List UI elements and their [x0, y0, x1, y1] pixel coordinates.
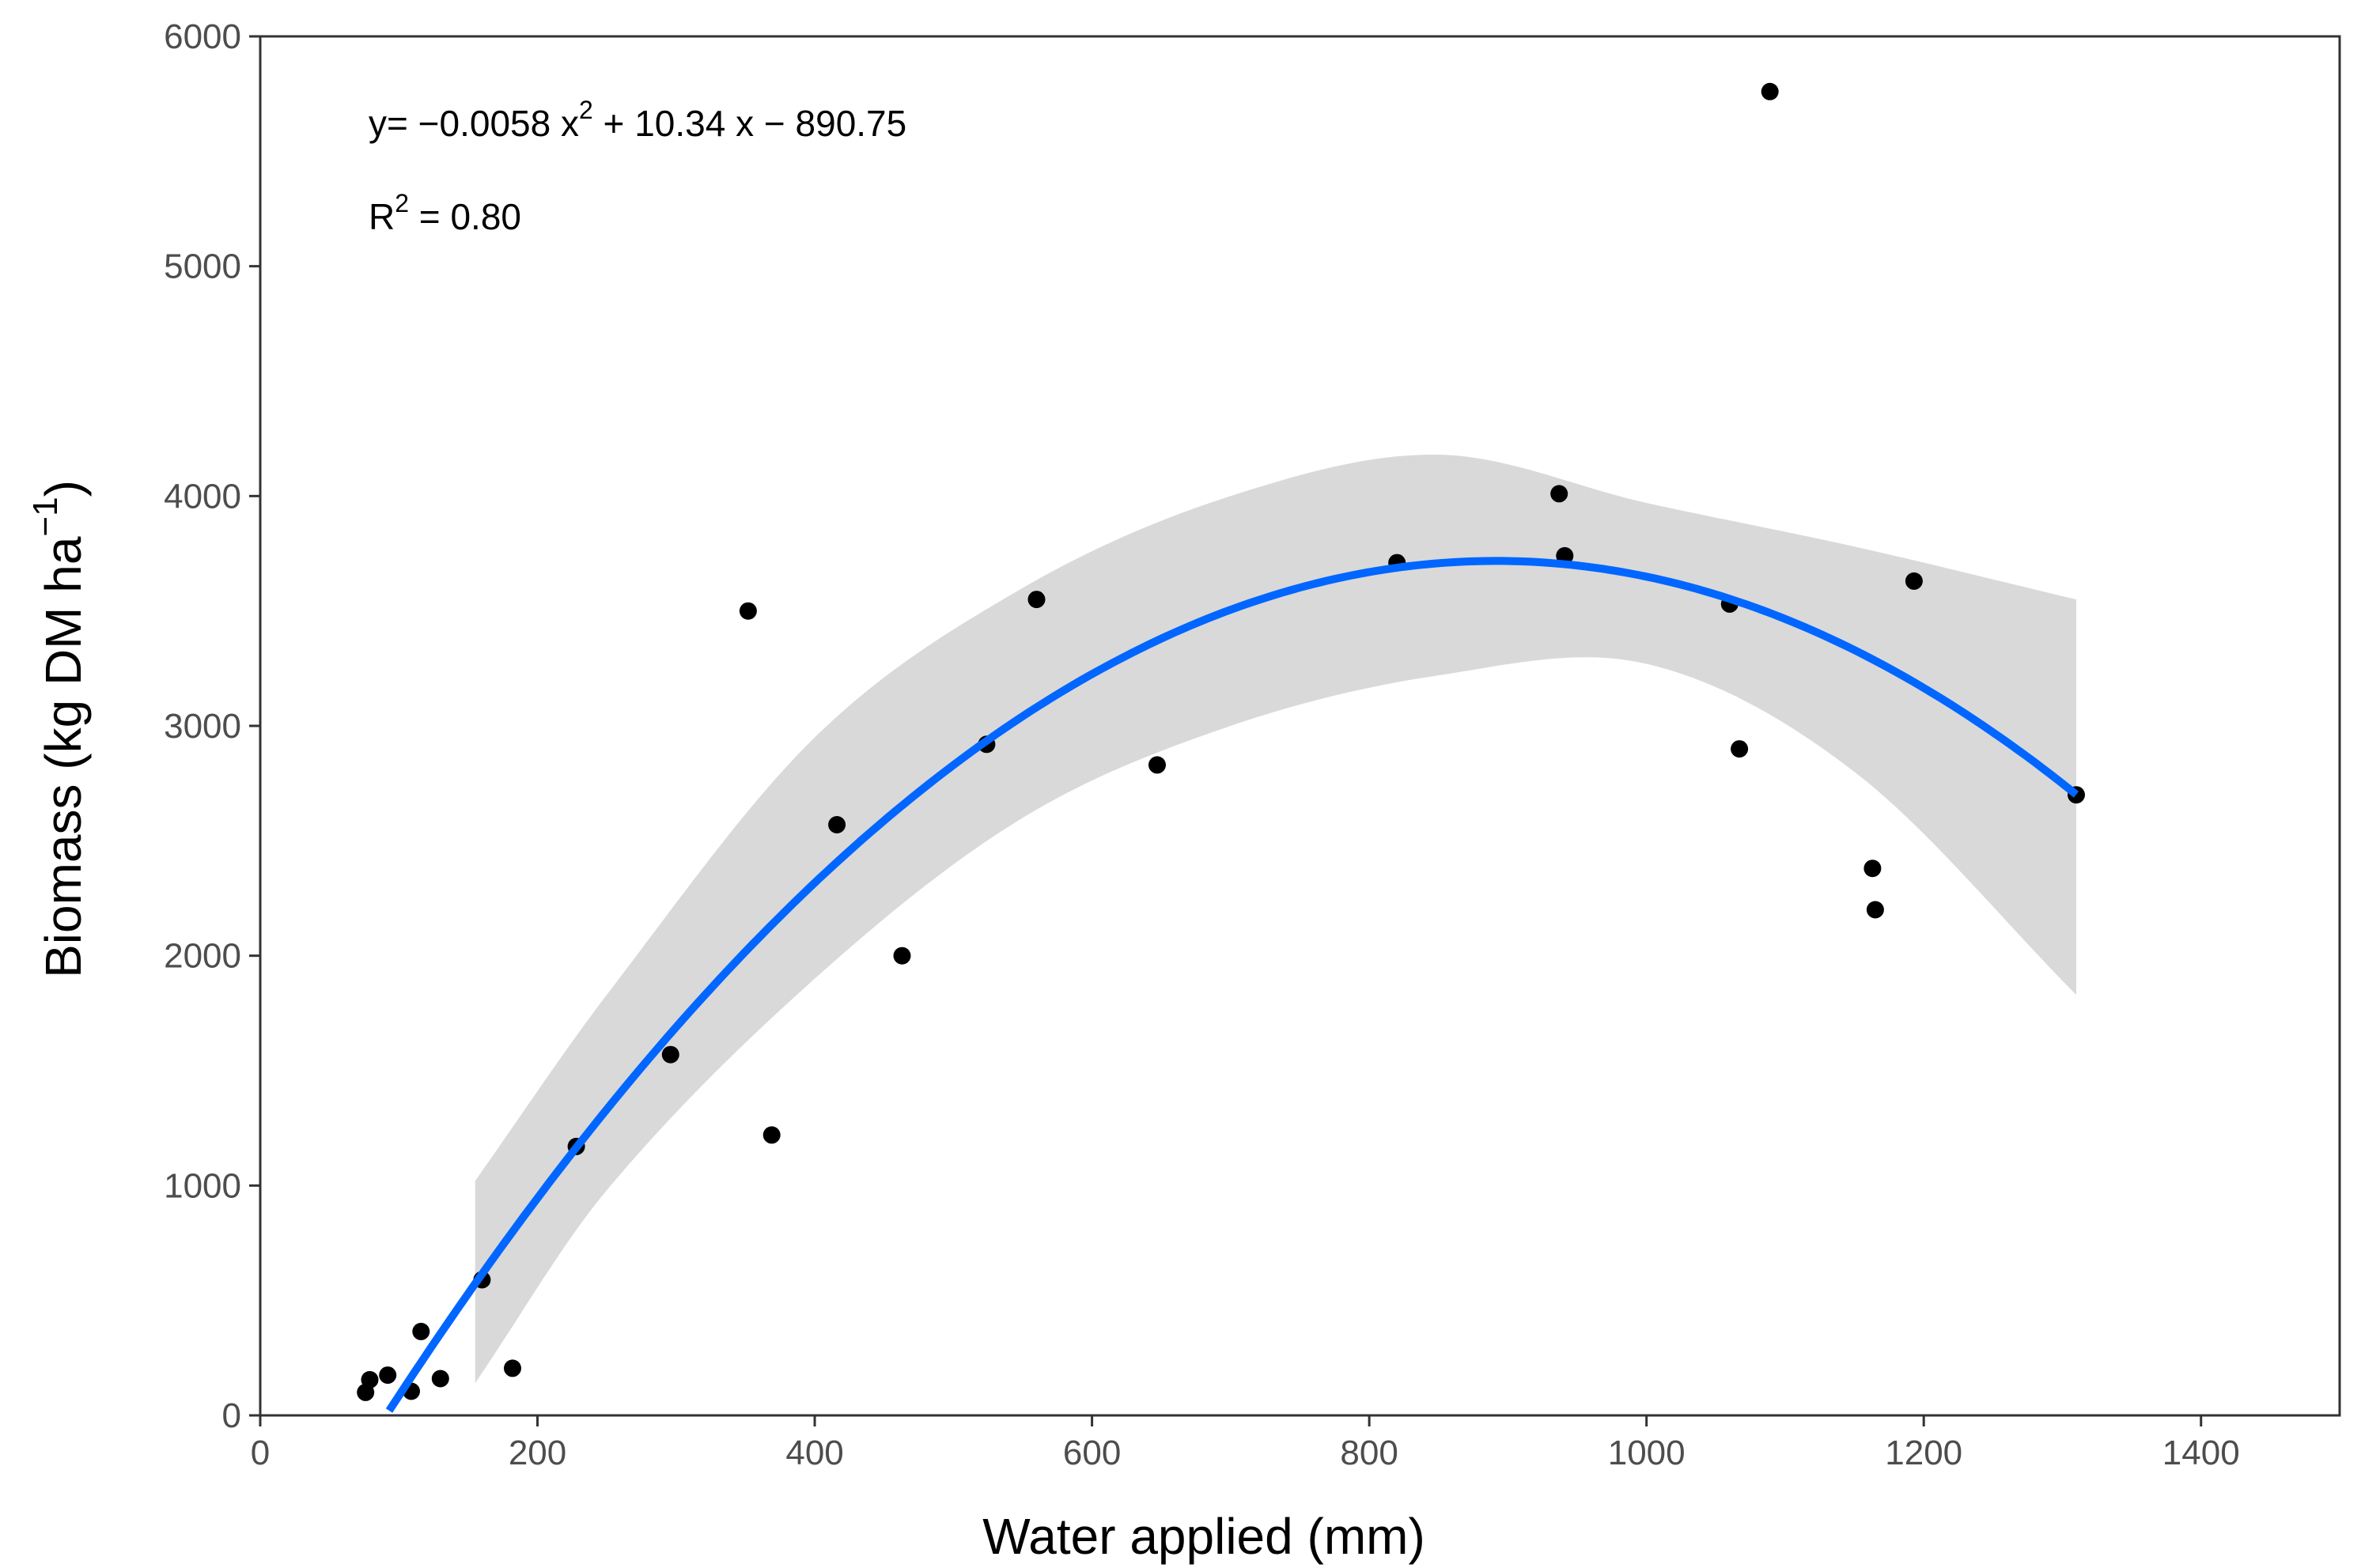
x-tick-label: 200	[509, 1434, 566, 1472]
data-point	[1550, 485, 1568, 503]
y-tick-label: 5000	[164, 247, 241, 286]
y-tick-label: 6000	[164, 17, 241, 56]
fit-curve-layer	[385, 557, 2079, 1413]
data-point	[762, 1126, 781, 1144]
data-point	[361, 1370, 379, 1389]
data-point	[828, 816, 846, 833]
x-axis: 0 200 400 600 800 1000 1200 1400	[251, 1415, 2240, 1472]
y-tick-label: 1000	[164, 1166, 241, 1205]
data-point	[1866, 901, 1884, 919]
y-axis: 0 1000 2000 3000 4000 5000 6000	[164, 17, 260, 1435]
r-squared-label: R2 = 0.80	[369, 189, 521, 237]
x-tick-label: 0	[251, 1434, 270, 1472]
y-axis-title: Biomass (kg DM ha−1)	[26, 480, 92, 978]
x-tick-label: 1000	[1608, 1434, 1686, 1472]
data-point	[1863, 860, 1882, 878]
confidence-band-layer	[475, 455, 2077, 1384]
data-point	[1027, 591, 1046, 609]
y-tick-label: 2000	[164, 937, 241, 976]
data-point	[661, 1045, 679, 1064]
x-tick-label: 1400	[2162, 1434, 2240, 1472]
data-point	[1761, 82, 1779, 100]
y-tick-label: 3000	[164, 707, 241, 746]
data-point	[379, 1366, 397, 1385]
data-point	[739, 602, 757, 620]
fit-equation-label: y= −0.0058 x2 + 10.34 x − 890.75	[369, 96, 906, 144]
data-point	[431, 1370, 449, 1388]
data-point	[1731, 740, 1749, 758]
y-tick-label: 4000	[164, 477, 241, 516]
fit-curve	[385, 557, 2079, 1413]
data-point	[893, 946, 911, 965]
y-tick-label: 0	[222, 1396, 241, 1435]
data-point	[504, 1359, 521, 1377]
data-point	[412, 1322, 430, 1340]
x-tick-label: 600	[1063, 1434, 1121, 1472]
x-tick-label: 1200	[1885, 1434, 1962, 1472]
x-axis-title: Water applied (mm)	[982, 1508, 1425, 1565]
data-point	[1148, 756, 1166, 774]
confidence-band	[475, 455, 2077, 1384]
data-point	[1905, 572, 1923, 590]
x-tick-label: 400	[785, 1434, 843, 1472]
x-tick-label: 800	[1340, 1434, 1398, 1472]
